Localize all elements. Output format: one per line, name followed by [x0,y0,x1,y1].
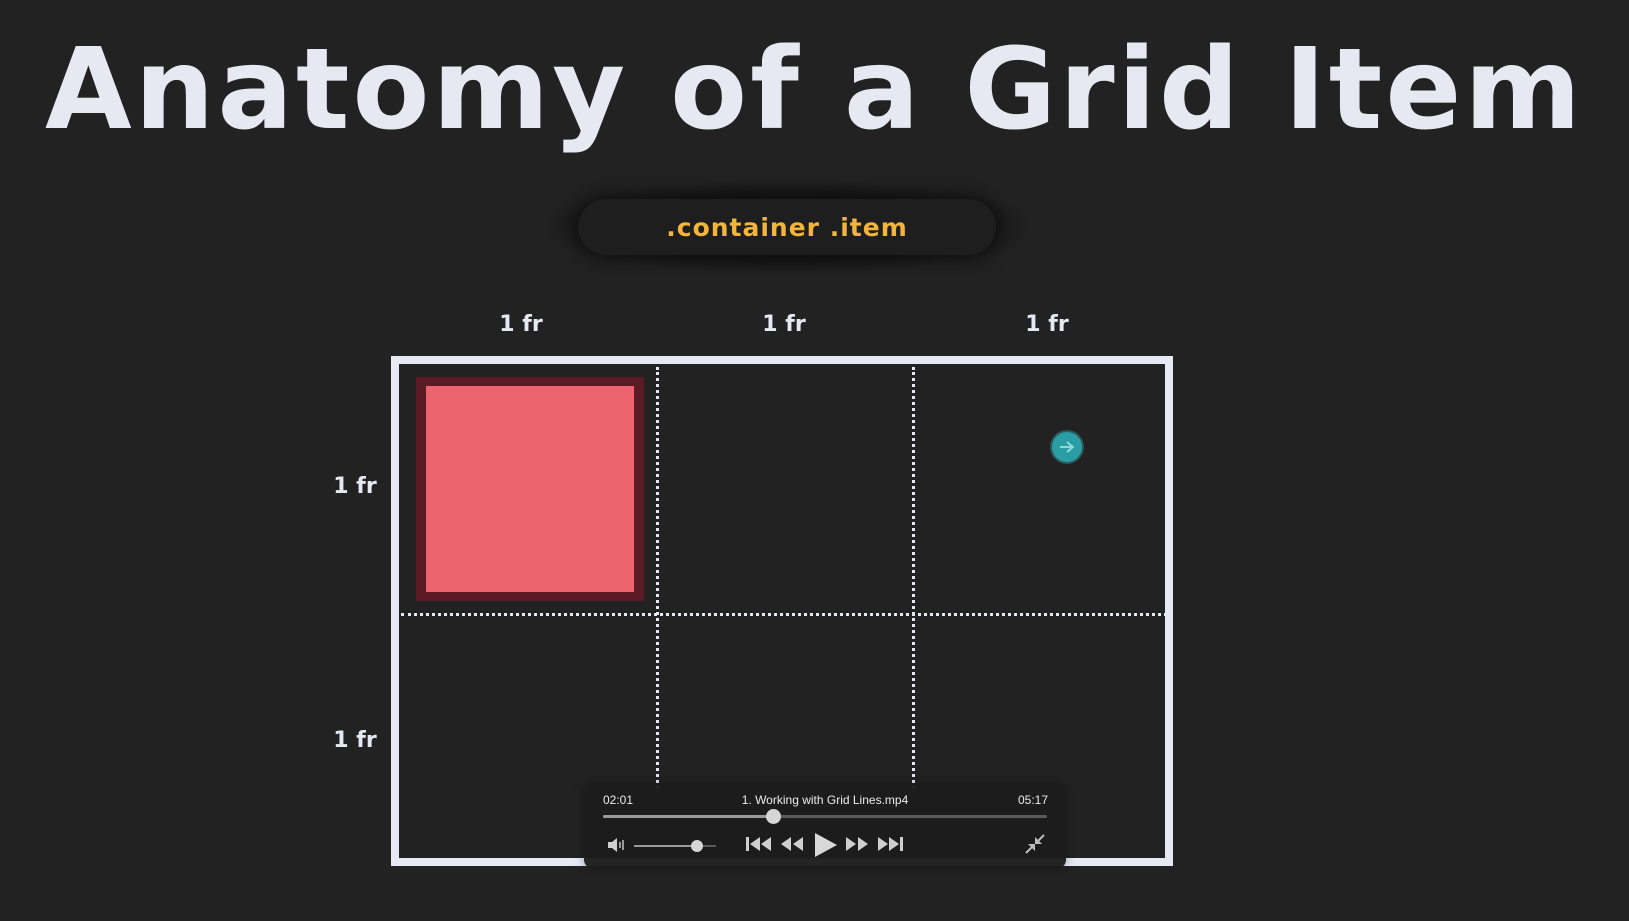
pointer-cursor-icon [1052,432,1082,462]
row-label-2: 1 fr [333,728,377,753]
volume-knob[interactable] [691,840,704,852]
video-player-controls: 02:01 1. Working with Grid Lines.mp4 05:… [584,784,1066,868]
column-label-1: 1 fr [499,312,543,337]
selector-text: .container .item [666,212,908,242]
column-label-3: 1 fr [1025,312,1069,337]
fast-forward-icon[interactable] [843,834,871,854]
exit-fullscreen-icon[interactable] [1023,832,1047,856]
selector-pill: .container .item [578,199,996,255]
progress-knob[interactable] [765,809,781,824]
column-label-2: 1 fr [762,312,806,337]
grid-line-column-2 [656,367,659,789]
total-duration: 05:17 [1017,793,1048,807]
grid-item [426,386,634,592]
slide-title: Anatomy of a Grid Item [44,25,1584,155]
progress-fill [603,815,773,818]
grid-line-row-2 [401,613,1167,616]
skip-forward-icon[interactable] [875,834,905,854]
row-label-1: 1 fr [333,474,377,499]
volume-fill [634,845,698,847]
progress-scrubber[interactable] [603,809,1047,824]
volume-icon[interactable] [606,837,626,853]
play-icon[interactable] [812,832,838,858]
rewind-icon[interactable] [778,834,806,854]
volume-slider[interactable] [634,840,716,852]
video-filename: 1. Working with Grid Lines.mp4 [741,793,909,807]
grid-line-column-3 [912,367,915,789]
skip-back-icon[interactable] [744,834,774,854]
elapsed-time: 02:01 [603,793,634,807]
